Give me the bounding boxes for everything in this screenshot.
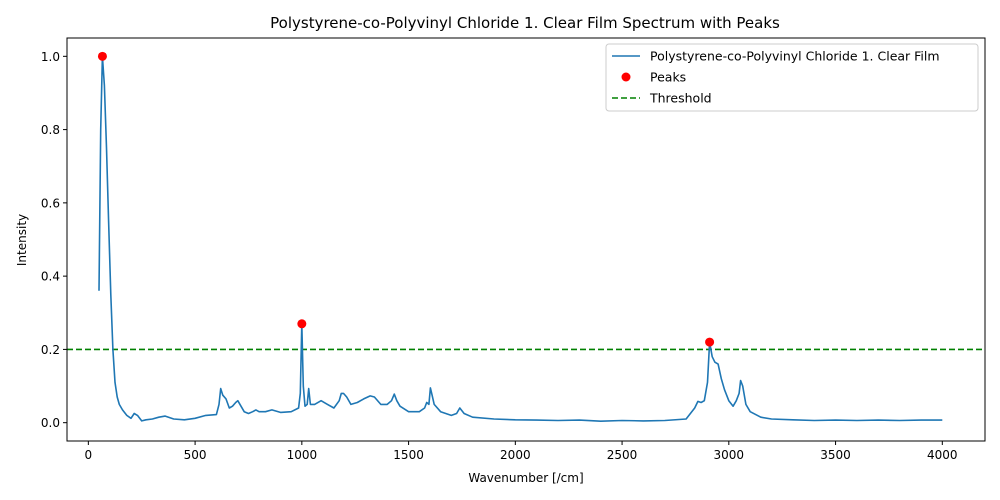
x-tick-label: 1000	[287, 448, 318, 462]
x-tick-label: 1500	[393, 448, 424, 462]
legend: Polystyrene-co-Polyvinyl Chloride 1. Cle…	[605, 43, 979, 112]
x-tick-label: 4000	[927, 448, 958, 462]
plot-frame	[66, 37, 986, 442]
x-axis-label: Wavenumber [/cm]	[468, 471, 583, 485]
y-tick-label: 0.6	[41, 196, 60, 210]
peak-marker	[705, 337, 715, 347]
peaks-markers	[97, 51, 715, 347]
legend-frame	[605, 43, 979, 112]
y-tick-label: 0.2	[41, 343, 60, 357]
y-tick-label: 0.0	[41, 416, 60, 430]
chart-title: Polystyrene-co-Polyvinyl Chloride 1. Cle…	[270, 14, 780, 32]
legend-label-series: Polystyrene-co-Polyvinyl Chloride 1. Cle…	[650, 49, 940, 64]
x-tick-label: 3000	[714, 448, 745, 462]
y-axis: 0.0 0.2 0.4 0.6 0.8 1.0	[41, 50, 67, 430]
x-tick-label: 2500	[607, 448, 638, 462]
y-tick-label: 0.4	[41, 270, 60, 284]
plot-area	[66, 37, 986, 442]
x-tick-label: 2000	[500, 448, 531, 462]
legend-label-threshold: Threshold	[649, 91, 712, 106]
y-tick-label: 1.0	[41, 50, 60, 64]
peak-marker	[297, 319, 307, 329]
y-tick-label: 0.8	[41, 123, 60, 137]
spectrum-series-line	[98, 55, 943, 422]
peak-marker	[97, 51, 107, 61]
legend-label-peaks: Peaks	[650, 70, 686, 85]
legend-peak-swatch	[621, 72, 631, 82]
y-axis-label: Intensity	[15, 214, 29, 266]
x-axis: 0 500 1000 1500 2000 2500 3000 3500 4000	[85, 441, 958, 462]
x-tick-label: 500	[184, 448, 207, 462]
x-tick-label: 0	[85, 448, 93, 462]
x-tick-label: 3500	[820, 448, 851, 462]
